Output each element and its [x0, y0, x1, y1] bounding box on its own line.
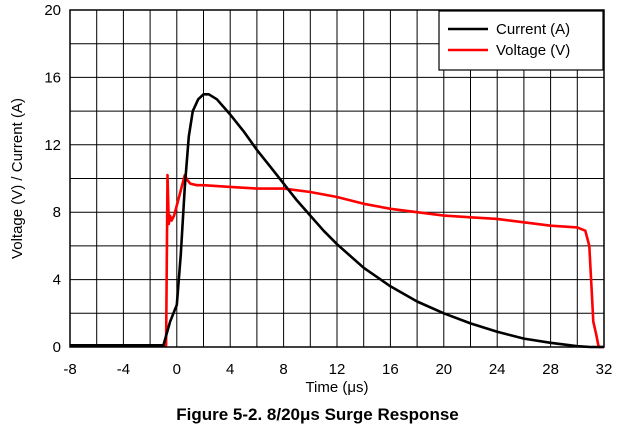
series-line-voltage — [70, 173, 604, 349]
y-tick-label: 16 — [44, 69, 61, 86]
y-tick-label: 12 — [44, 137, 61, 154]
y-tick-label: 4 — [53, 272, 61, 289]
legend-label-current: Current (A) — [496, 21, 570, 38]
figure-caption: Figure 5-2. 8/20μs Surge Response — [176, 405, 459, 424]
plot-series — [70, 93, 604, 349]
y-tick-label: 20 — [44, 2, 61, 19]
x-tick-label: 28 — [542, 361, 559, 378]
series-line-current — [70, 93, 604, 349]
legend: Current (A) Voltage (V) — [438, 10, 604, 71]
x-tick-label: 4 — [226, 361, 234, 378]
legend-label-voltage: Voltage (V) — [496, 42, 570, 59]
y-axis-title: Voltage (V) / Current (A) — [9, 98, 26, 259]
legend-box — [438, 10, 604, 71]
x-tick-label: -4 — [117, 361, 130, 378]
x-tick-label: 0 — [173, 361, 181, 378]
x-tick-label: 12 — [329, 361, 346, 378]
x-tick-label: 32 — [596, 361, 613, 378]
axis-ticks: -8 -4 0 4 8 12 16 20 24 28 32 0 4 8 12 16 20 — [44, 2, 612, 378]
plot-frame — [69, 9, 605, 348]
x-tick-label: -8 — [63, 361, 76, 378]
x-tick-label: 24 — [489, 361, 506, 378]
y-tick-label: 8 — [53, 204, 61, 221]
x-tick-label: 20 — [435, 361, 452, 378]
x-axis-title: Time (μs) — [305, 379, 368, 396]
chart: -8 -4 0 4 8 12 16 20 24 28 32 0 4 8 12 16 20 Time (μs) V… — [9, 2, 612, 396]
x-tick-label: 16 — [382, 361, 399, 378]
y-tick-label: 0 — [53, 339, 61, 356]
x-tick-label: 8 — [279, 361, 287, 378]
